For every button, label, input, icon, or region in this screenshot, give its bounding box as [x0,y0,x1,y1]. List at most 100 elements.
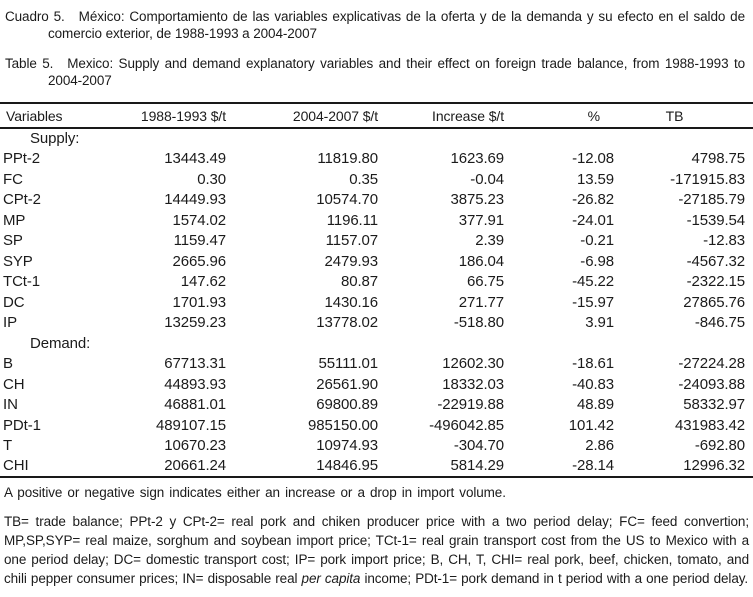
value-cell: 10670.23 [164,437,226,455]
variable-label: DC [3,293,25,311]
value-cell: -28.14 [572,457,614,475]
table-row-b: B 67713.31 55111.01 12602.30 -18.61 -27224.28 [0,354,753,375]
variable-label: CPt-2 [3,191,41,209]
value-cell: -27224.28 [678,355,745,373]
value-cell: -18.61 [572,355,614,373]
value-cell: 13778.02 [316,314,378,332]
value-cell: 1623.69 [450,150,504,168]
table-row-cpt-2: CPt-2 14449.93 10574.70 3875.23 -26.82 -27185… [0,190,753,211]
value-cell: 1574.02 [172,211,226,229]
value-cell: 18332.03 [442,375,504,393]
table-row-syp: SYP 2665.96 2479.93 186.04 -6.98 -4567.32 [0,251,753,272]
value-cell: -304.70 [453,437,504,455]
value-cell: 13443.49 [164,150,226,168]
value-cell: -692.80 [694,437,745,455]
table-row-ppt-2: PPt-2 13443.49 11819.80 1623.69 -12.08 4798.7… [0,149,753,170]
value-cell: -27185.79 [678,191,745,209]
variable-label: SP [3,232,23,250]
abbreviations-note-italic: per capita [301,570,361,586]
value-cell: 0.30 [197,170,226,188]
value-cell: -12.08 [572,150,614,168]
value-cell: 985150.00 [307,416,378,434]
value-cell: 10574.70 [316,191,378,209]
variable-label: CHI [3,457,29,475]
value-cell: 13.59 [576,170,614,188]
value-cell: 46881.01 [164,396,226,414]
value-cell: -24093.88 [678,375,745,393]
value-cell: 3875.23 [450,191,504,209]
table-row-t: T 10670.23 10974.93 -304.70 2.86 -692.80 [0,436,753,457]
table-row-ip: IP 13259.23 13778.02 -518.80 3.91 -846.75 [0,313,753,334]
section-row: Supply: [0,128,753,149]
value-cell: 3.91 [585,314,614,332]
value-cell: 80.87 [340,273,378,291]
value-cell: -171915.83 [670,170,745,188]
value-cell: -40.83 [572,375,614,393]
value-cell: 5814.29 [450,457,504,475]
table-row-mp: MP 1574.02 1196.11 377.91 -24.01 -1539.54 [0,210,753,231]
variable-label: PPt-2 [3,150,41,168]
table-row-pdt-1: PDt-1 489107.15 985150.00 -496042.85 101.42 4… [0,415,753,436]
value-cell: 1701.93 [172,293,226,311]
value-cell: 66.75 [466,273,504,291]
section-label-demand: Demand: [30,334,91,352]
value-cell: 10974.93 [316,437,378,455]
value-cell: 55111.01 [318,355,378,373]
value-cell: -6.98 [580,252,614,270]
value-cell: 147.62 [180,273,226,291]
table-row-ch: CH 44893.93 26561.90 18332.03 -40.83 -24093.8… [0,374,753,395]
column-header-2004-2007-t: 2004-2007 $/t [292,107,378,124]
variable-label: T [3,437,13,455]
column-header-pct: % [587,107,600,124]
variable-label: SYP [3,252,33,270]
abbreviations-note-part2: income; PDt-1= pork demand in t period w… [360,570,749,586]
table-row-in: IN 46881.01 69800.89 -22919.88 48.89 58332.97 [0,395,753,416]
value-cell: 431983.42 [674,416,745,434]
value-cell: 4798.75 [691,150,745,168]
trade-balance-table: Variables 1988-1993 $/t 2004-2007 $/t Incre… [0,102,753,478]
value-cell: 20661.24 [164,457,226,475]
value-cell: 44893.93 [164,375,226,393]
value-cell: 12602.30 [442,355,504,373]
value-cell: -26.82 [572,191,614,209]
value-cell: 186.04 [458,252,504,270]
variable-label: PDt-1 [3,416,41,434]
table-row-tct-1: TCt-1 147.62 80.87 66.75 -45.22 -2322.15 [0,272,753,293]
variable-label: FC [3,170,23,188]
value-cell: -22919.88 [437,396,504,414]
variable-label: IN [3,396,18,414]
value-cell: 67713.31 [164,355,226,373]
value-cell: 377.91 [458,211,504,229]
caption-number-spanish: Cuadro 5. [5,9,65,24]
variable-label: TCt-1 [3,273,41,291]
value-cell: 48.89 [576,396,614,414]
column-header-variables: Variables [6,107,63,124]
value-cell: 101.42 [568,416,614,434]
value-cell: -0.21 [580,232,614,250]
value-cell: 26561.90 [316,375,378,393]
value-cell: 1196.11 [326,211,378,229]
value-cell: 2665.96 [172,252,226,270]
variable-label: CH [3,375,25,393]
value-cell: -4567.32 [686,252,746,270]
title-spanish: Cuadro 5. México: Comportamiento de las v… [5,8,745,42]
value-cell: -15.97 [572,293,614,311]
value-cell: 12996.32 [683,457,745,475]
abbreviations-note-part1: TB= trade balance; PPt-2 y CPt-2= real p… [4,513,749,586]
column-header-tb: TB [665,107,684,124]
abbreviations-note: TB= trade balance; PPt-2 y CPt-2= real p… [4,512,749,588]
value-cell: 58332.97 [683,396,745,414]
value-cell: -518.80 [453,314,504,332]
section-row: Demand: [0,333,753,354]
table-row-chi: CHI 20661.24 14846.95 5814.29 -28.14 12996.32 [0,456,753,477]
title-english: Table 5. Mexico: Supply and demand explan… [5,55,745,89]
variable-label: MP [3,211,26,229]
value-cell: 1157.07 [325,232,379,250]
value-cell: -24.01 [572,211,614,229]
value-cell: 2.39 [475,232,504,250]
caption-number-english: Table 5. [5,56,54,71]
table-row-fc: FC 0.30 0.35 -0.04 13.59 -171915.83 [0,169,753,190]
value-cell: 2479.93 [324,252,378,270]
sign-note: A positive or negative sign indicates ei… [4,484,506,500]
value-cell: -12.83 [703,232,745,250]
